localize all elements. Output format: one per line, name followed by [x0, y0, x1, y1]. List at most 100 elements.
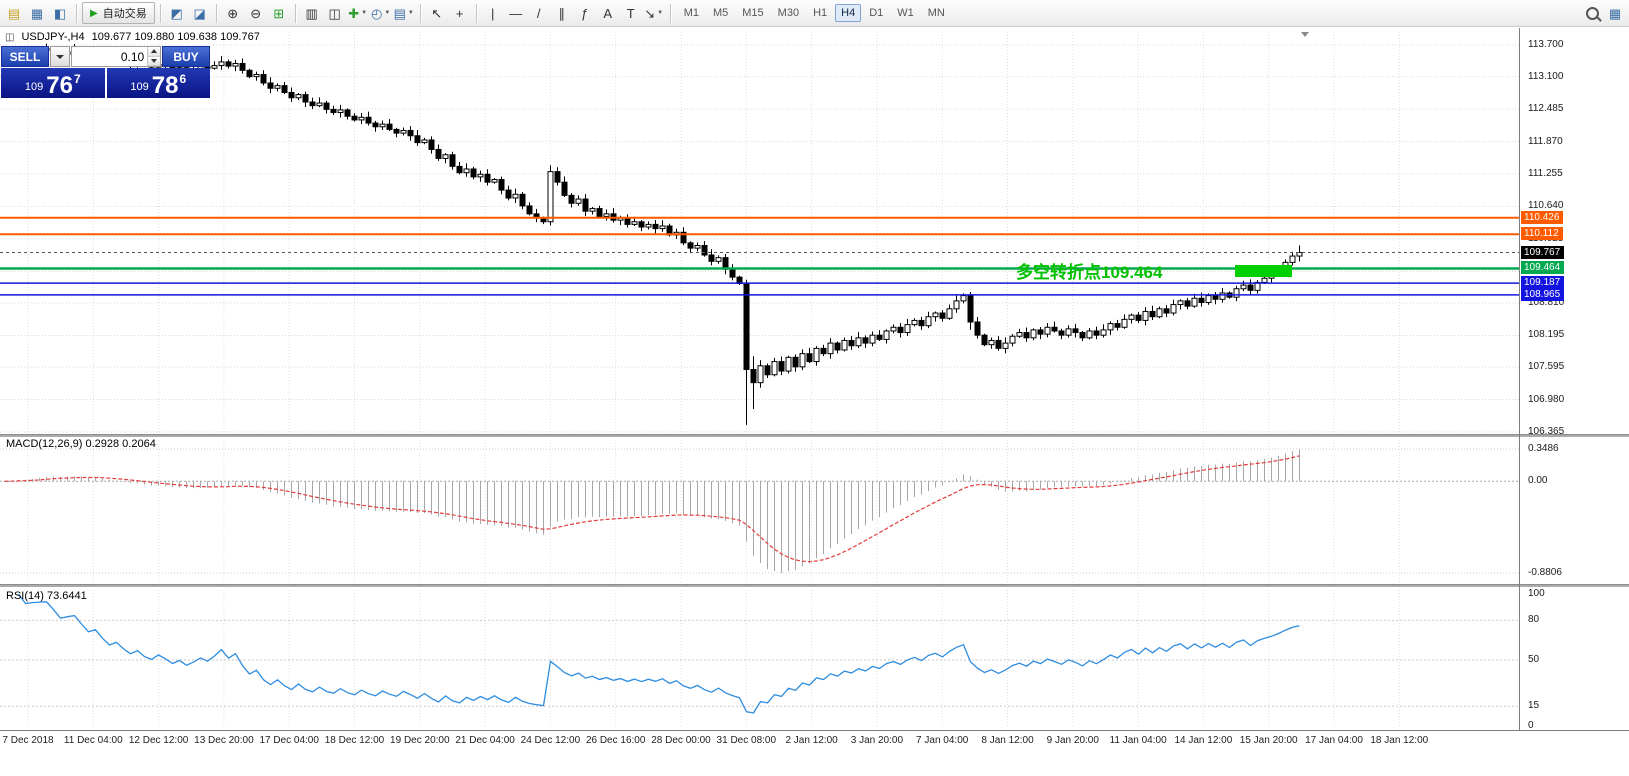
cursor-icon[interactable]: ↖	[426, 3, 448, 24]
timeframe-m5[interactable]: M5	[712, 7, 729, 19]
toolbar-separator	[419, 3, 421, 23]
timeframe-m15[interactable]: M15	[742, 7, 764, 19]
price-axis-label: 106.365	[1528, 426, 1565, 437]
buy-button[interactable]: BUY	[162, 46, 210, 67]
zoom-out-icon-glyph: ⊖	[250, 5, 262, 21]
time-axis-label: 7 Dec 2018	[2, 735, 54, 746]
periods-icon[interactable]: ◴ ▼	[370, 3, 392, 24]
price-axis-label: 107.595	[1528, 361, 1565, 373]
time-axis-label: 17 Dec 04:00	[259, 735, 319, 746]
time-axis-label: 28 Dec 00:00	[651, 735, 711, 746]
timeframe-h4[interactable]: H4	[835, 4, 862, 22]
timeframe-h1[interactable]: H1	[813, 7, 828, 19]
chevron-down-icon	[56, 54, 64, 59]
time-axis-label: 31 Dec 08:00	[716, 735, 777, 746]
price-axis-label: 106.980	[1528, 393, 1565, 405]
highlight-box[interactable]	[1235, 265, 1292, 277]
horizontal-line-icon[interactable]: —	[505, 3, 527, 24]
text-label-icon-glyph: T	[626, 5, 635, 21]
price-axis-label: 113.700	[1528, 39, 1564, 50]
bar-chart-icon[interactable]: ▥	[301, 3, 323, 24]
time-axis-label: 14 Jan 12:00	[1174, 735, 1233, 746]
pivot-annotation[interactable]: 多空转折点109.464	[1016, 263, 1163, 282]
time-axis-label: 18 Jan 12:00	[1370, 735, 1429, 746]
chart-shift-icon[interactable]: ◩	[166, 3, 188, 24]
fibonacci-icon[interactable]: ƒ	[574, 3, 596, 24]
candlestick-chart-icon[interactable]: ◫	[324, 3, 346, 24]
charts-icon-glyph: ▦	[30, 5, 44, 21]
toolbar-separator	[159, 3, 161, 23]
time-axis-label: 3 Jan 20:00	[850, 735, 904, 746]
price-chart[interactable]	[0, 28, 1519, 731]
time-scale[interactable]: 7 Dec 2018 11 Dec 04:00 12 Dec 12:00 13 Dec…	[0, 731, 1519, 748]
timeframe-mn[interactable]: MN	[927, 7, 945, 19]
volume-down-button[interactable]	[148, 56, 160, 66]
charts-icon[interactable]: ▦	[26, 3, 48, 24]
new-order-icon[interactable]: ▤	[3, 3, 25, 24]
sell-price[interactable]: 109 76 7	[1, 68, 105, 98]
buy-price-int: 109	[130, 81, 149, 93]
time-axis-label: 11 Jan 04:00	[1109, 735, 1167, 746]
price-axis-label: 111.255	[1528, 168, 1563, 179]
price-scale[interactable]: 113.700 113.100 112.485 111.870 111.255 110.6…	[1520, 28, 1629, 731]
arrows-icon[interactable]: ↘ ▼	[643, 3, 665, 24]
vertical-line-icon-glyph: |	[491, 5, 495, 21]
new-chart-icon[interactable]: ▦	[1604, 3, 1626, 24]
toolbar-separator	[294, 3, 296, 23]
price-tag-109.187: 109.187	[1521, 276, 1565, 290]
rsi-axis-label: 15	[1528, 700, 1540, 712]
price-tag-109.464: 109.464	[1521, 261, 1565, 275]
volume-input[interactable]	[72, 47, 148, 66]
toolbar-separator	[475, 3, 477, 23]
tile-windows-icon-glyph: ⊞	[273, 5, 285, 21]
search-icon[interactable]	[1581, 3, 1603, 24]
macd-pane	[0, 448, 1519, 574]
time-axis-separator	[0, 730, 1629, 731]
tile-windows-icon[interactable]: ⊞	[268, 3, 290, 24]
chevron-down-icon: ▼	[657, 10, 664, 16]
channel-icon[interactable]: ∥	[551, 3, 573, 24]
chart-ohlc: 109.677 109.880 109.638 109.767	[91, 31, 260, 43]
buy-price[interactable]: 109 78 6	[106, 68, 210, 99]
new-order-icon-glyph: ▤	[7, 5, 21, 21]
cursor-icon-glyph: ↖	[431, 5, 443, 21]
auto-trading-icon: ▶	[90, 7, 98, 19]
time-axis-label: 15 Jan 20:00	[1239, 735, 1298, 746]
auto-scroll-icon[interactable]: ◪	[189, 3, 211, 24]
macd-pane-separator[interactable]	[0, 434, 1629, 437]
trendline-icon[interactable]: /	[528, 3, 550, 24]
vertical-line-icon[interactable]: |	[482, 3, 504, 24]
timeframe-w1[interactable]: W1	[897, 7, 914, 19]
periods-icon-glyph: ◴	[371, 5, 383, 21]
zoom-out-icon[interactable]: ⊖	[245, 3, 267, 24]
timeframe-m1[interactable]: M1	[683, 7, 699, 19]
level-lines[interactable]	[0, 216, 1519, 296]
new-chart-icon-glyph: ▦	[1608, 5, 1622, 21]
templates-icon[interactable]: ▤ ▼	[393, 3, 415, 24]
text-label-icon[interactable]: T	[620, 3, 642, 24]
market-watch-icon[interactable]: ◧	[49, 3, 71, 24]
rsi-line	[17, 593, 1300, 714]
sell-button[interactable]: SELL	[1, 46, 49, 67]
buy-price-big: 78	[151, 72, 179, 99]
volume-up-button[interactable]	[148, 47, 160, 57]
indicators-icon-glyph: ✚	[348, 5, 360, 21]
toolbar-separator	[669, 3, 671, 23]
price-tag-110.112: 110.112	[1521, 227, 1563, 241]
crosshair-icon[interactable]: +	[449, 3, 471, 24]
text-icon[interactable]: A	[597, 3, 619, 24]
time-axis-label: 9 Jan 20:00	[1046, 735, 1099, 746]
time-axis-label: 21 Dec 04:00	[455, 735, 515, 746]
order-options-button[interactable]	[50, 46, 70, 67]
rsi-pane-separator[interactable]	[0, 584, 1629, 587]
arrows-icon-glyph: ↘	[644, 5, 656, 21]
zoom-in-icon[interactable]: ⊕	[222, 3, 244, 24]
timeframe-m30[interactable]: M30	[777, 7, 800, 19]
price-axis-label: 110.640	[1528, 200, 1564, 212]
indicators-icon[interactable]: ✚ ▼	[347, 3, 369, 24]
time-axis-label: 12 Dec 12:00	[128, 735, 189, 746]
timeframe-d1[interactable]: D1	[869, 7, 884, 19]
chart-dropdown-icon[interactable]	[1301, 32, 1309, 37]
auto-trading-button[interactable]: ▶ 自动交易	[82, 2, 155, 24]
toolbar-separator	[215, 3, 217, 23]
